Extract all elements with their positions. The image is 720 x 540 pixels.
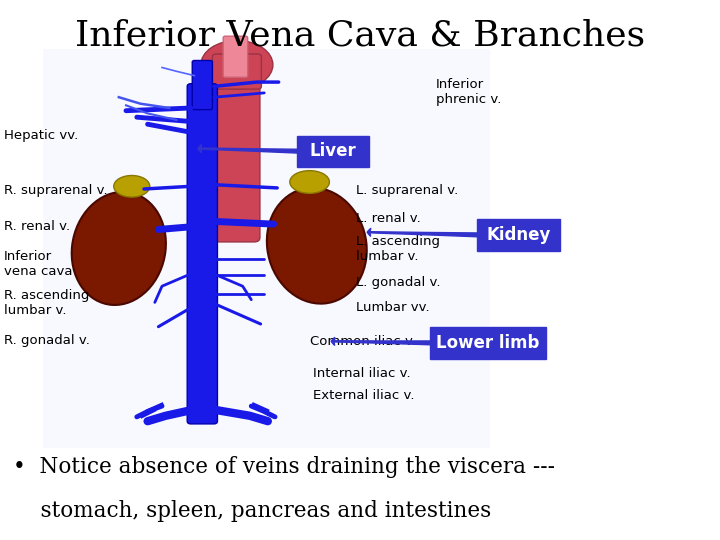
- Text: Liver: Liver: [310, 142, 356, 160]
- Text: L. suprarenal v.: L. suprarenal v.: [356, 184, 459, 197]
- FancyBboxPatch shape: [297, 136, 369, 167]
- Text: Inferior
vena cava: Inferior vena cava: [4, 250, 72, 278]
- Text: L. renal v.: L. renal v.: [356, 212, 421, 225]
- Text: R. suprarenal v.: R. suprarenal v.: [4, 184, 107, 197]
- Ellipse shape: [289, 171, 330, 193]
- FancyBboxPatch shape: [192, 60, 212, 110]
- FancyBboxPatch shape: [477, 219, 560, 251]
- FancyBboxPatch shape: [430, 327, 546, 359]
- Text: Lower limb: Lower limb: [436, 334, 539, 352]
- Text: Hepatic vv.: Hepatic vv.: [4, 129, 78, 141]
- Ellipse shape: [201, 40, 273, 89]
- Text: Lumbar vv.: Lumbar vv.: [356, 301, 430, 314]
- Text: R. gonadal v.: R. gonadal v.: [4, 334, 89, 347]
- Text: Inferior Vena Cava & Branches: Inferior Vena Cava & Branches: [75, 19, 645, 53]
- Text: External iliac v.: External iliac v.: [313, 389, 415, 402]
- Text: Kidney: Kidney: [486, 226, 551, 244]
- FancyBboxPatch shape: [223, 36, 248, 77]
- Text: Common iliac v.: Common iliac v.: [310, 335, 415, 348]
- Ellipse shape: [72, 192, 166, 305]
- Text: L. ascending
lumbar v.: L. ascending lumbar v.: [356, 235, 441, 264]
- Bar: [43, 49, 490, 448]
- Text: Internal iliac v.: Internal iliac v.: [313, 367, 411, 380]
- Ellipse shape: [267, 188, 366, 303]
- Text: •  Notice absence of veins draining the viscera ---: • Notice absence of veins draining the v…: [13, 456, 555, 478]
- Text: Inferior
phrenic v.: Inferior phrenic v.: [436, 78, 501, 106]
- Text: stomach, spleen, pancreas and intestines: stomach, spleen, pancreas and intestines: [13, 500, 491, 522]
- Text: R. renal v.: R. renal v.: [4, 220, 70, 233]
- Ellipse shape: [114, 176, 150, 197]
- FancyBboxPatch shape: [187, 84, 217, 424]
- Text: L. gonadal v.: L. gonadal v.: [356, 276, 441, 289]
- FancyBboxPatch shape: [212, 54, 261, 89]
- FancyBboxPatch shape: [214, 60, 260, 242]
- Text: R. ascending
lumbar v.: R. ascending lumbar v.: [4, 289, 89, 318]
